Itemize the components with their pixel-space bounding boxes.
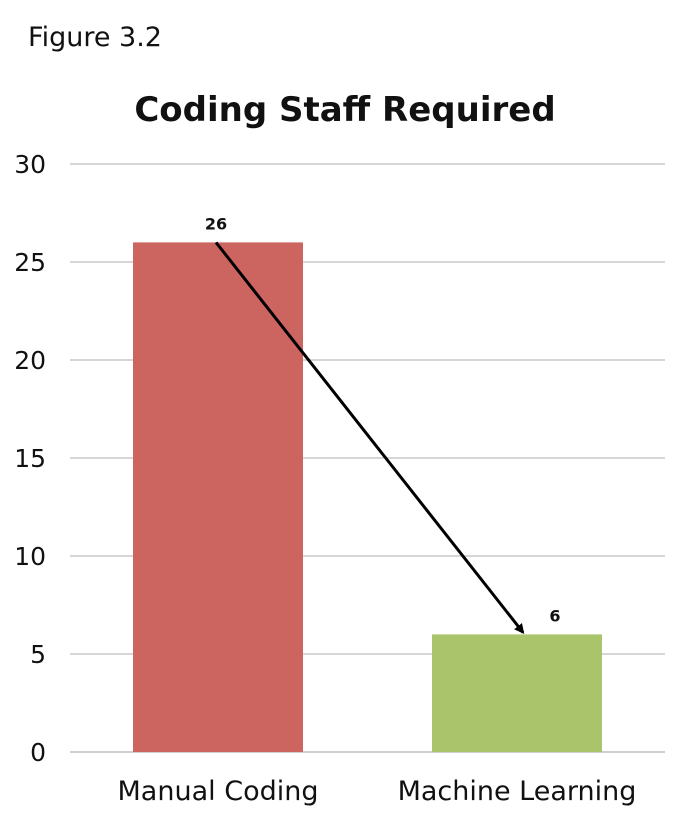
arrow-annotation-0 xyxy=(214,241,525,634)
y-tick-label-20: 20 xyxy=(14,346,46,375)
y-tick-label-10: 10 xyxy=(14,542,46,571)
y-axis-ticks: 0 5 10 15 20 25 30 xyxy=(14,150,46,767)
data-label-1: 6 xyxy=(549,606,560,625)
annotations xyxy=(214,241,525,634)
y-tick-label-30: 30 xyxy=(14,150,46,179)
y-tick-label-25: 25 xyxy=(14,248,46,277)
y-tick-label-15: 15 xyxy=(14,444,46,473)
chart-title: Coding Staff Required xyxy=(134,90,556,130)
y-tick-label-5: 5 xyxy=(30,640,46,669)
data-labels: 26 6 xyxy=(205,214,561,625)
y-tick-label-0: 0 xyxy=(30,738,46,767)
x-axis-categories: Manual Coding Machine Learning xyxy=(118,776,637,807)
bars xyxy=(133,242,602,752)
x-category-label-1: Machine Learning xyxy=(398,776,637,807)
x-category-label-0: Manual Coding xyxy=(118,776,319,807)
data-label-0: 26 xyxy=(205,214,227,233)
bar-manual-coding xyxy=(133,242,303,752)
bar-machine-learning xyxy=(432,634,602,752)
figure-label: Figure 3.2 xyxy=(28,22,162,53)
